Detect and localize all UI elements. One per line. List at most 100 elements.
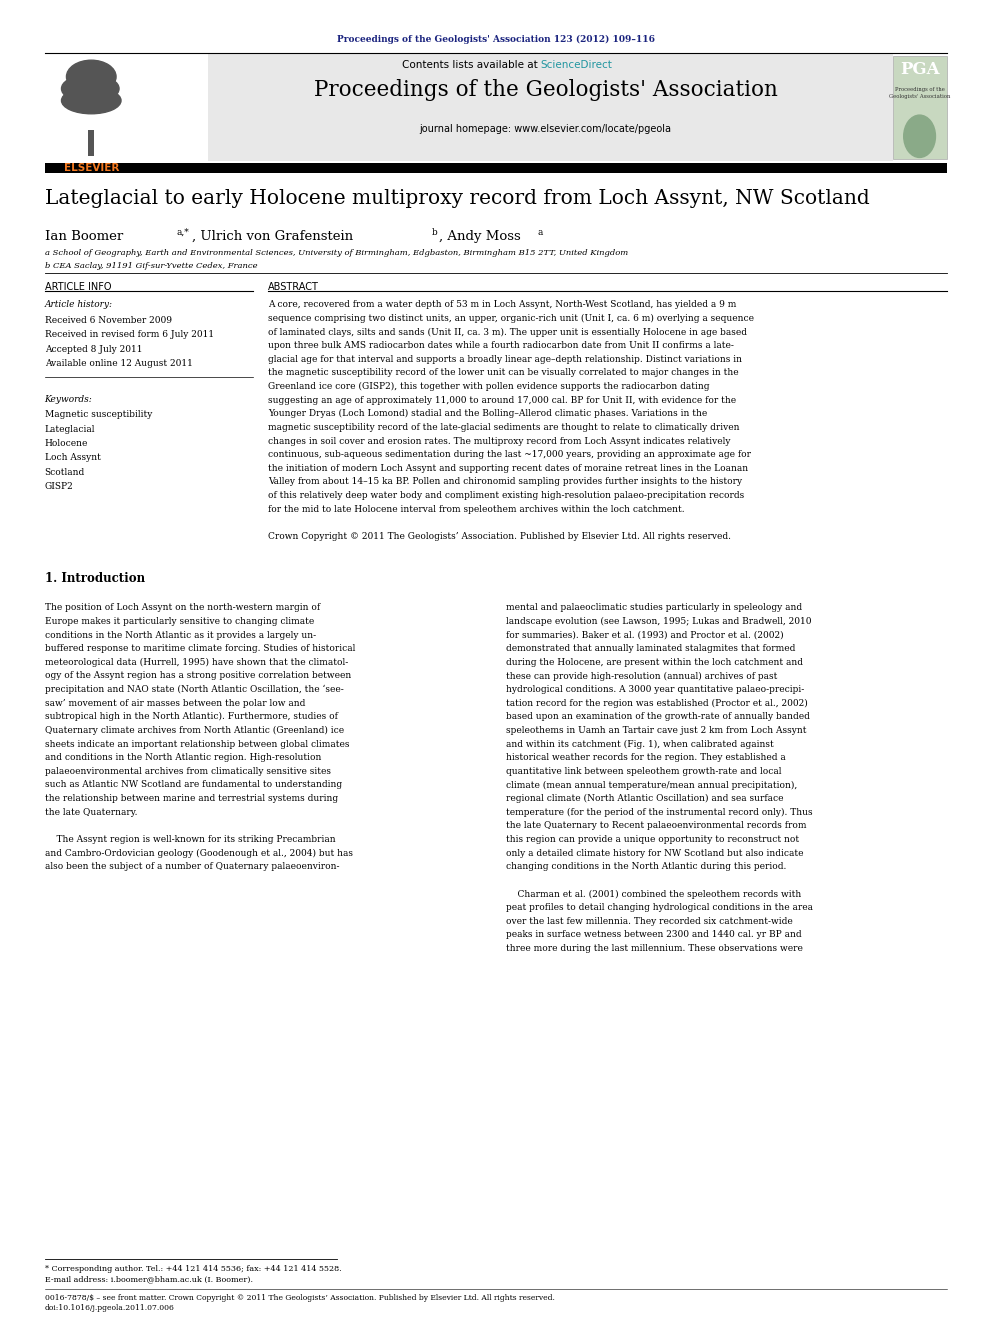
Text: magnetic susceptibility record of the late-glacial sediments are thought to rela: magnetic susceptibility record of the la… — [268, 423, 739, 433]
Text: changes in soil cover and erosion rates. The multiproxy record from Loch Assynt : changes in soil cover and erosion rates.… — [268, 437, 730, 446]
Text: subtropical high in the North Atlantic). Furthermore, studies of: subtropical high in the North Atlantic).… — [45, 712, 337, 721]
Text: Holocene: Holocene — [45, 439, 88, 448]
Text: regional climate (North Atlantic Oscillation) and sea surface: regional climate (North Atlantic Oscilla… — [506, 794, 784, 803]
Text: tation record for the region was established (Proctor et al., 2002): tation record for the region was establi… — [506, 699, 807, 708]
Bar — [893, 56, 947, 159]
Text: climate (mean annual temperature/mean annual precipitation),: climate (mean annual temperature/mean an… — [506, 781, 798, 790]
Text: Charman et al. (2001) combined the speleothem records with: Charman et al. (2001) combined the spele… — [506, 889, 802, 898]
Text: three more during the last millennium. These observations were: three more during the last millennium. T… — [506, 943, 803, 953]
Text: meteorological data (Hurrell, 1995) have shown that the climatol-: meteorological data (Hurrell, 1995) have… — [45, 658, 348, 667]
Text: these can provide high-resolution (annual) archives of past: these can provide high-resolution (annua… — [506, 671, 778, 680]
Text: palaeoenvironmental archives from climatically sensitive sites: palaeoenvironmental archives from climat… — [45, 767, 330, 775]
Text: ELSEVIER: ELSEVIER — [63, 163, 119, 173]
Text: the relationship between marine and terrestrial systems during: the relationship between marine and terr… — [45, 794, 337, 803]
Text: b CEA Saclay, 91191 Gif-sur-Yvette Cedex, France: b CEA Saclay, 91191 Gif-sur-Yvette Cedex… — [45, 262, 257, 270]
Text: Received in revised form 6 July 2011: Received in revised form 6 July 2011 — [45, 331, 213, 340]
Bar — [45, 53, 206, 161]
Text: saw’ movement of air masses between the polar low and: saw’ movement of air masses between the … — [45, 699, 305, 708]
Text: this region can provide a unique opportunity to reconstruct not: this region can provide a unique opportu… — [506, 835, 799, 844]
Text: sheets indicate an important relationship between global climates: sheets indicate an important relationshi… — [45, 740, 349, 749]
Text: peat profiles to detail changing hydrological conditions in the area: peat profiles to detail changing hydrolo… — [506, 904, 812, 912]
Text: , Ulrich von Grafenstein: , Ulrich von Grafenstein — [192, 230, 353, 243]
Text: E-mail address: i.boomer@bham.ac.uk (I. Boomer).: E-mail address: i.boomer@bham.ac.uk (I. … — [45, 1275, 253, 1283]
Text: Lateglacial: Lateglacial — [45, 425, 95, 434]
Ellipse shape — [62, 77, 101, 101]
Text: Proceedings of the Geologists' Association 123 (2012) 109–116: Proceedings of the Geologists' Associati… — [337, 34, 655, 44]
Text: journal homepage: www.elsevier.com/locate/pgeola: journal homepage: www.elsevier.com/locat… — [420, 124, 672, 135]
Text: of laminated clays, silts and sands (Unit II, ca. 3 m). The upper unit is essent: of laminated clays, silts and sands (Uni… — [268, 328, 747, 336]
Text: Contents lists available at: Contents lists available at — [402, 60, 541, 70]
Text: b: b — [432, 228, 437, 237]
Text: a,*: a,* — [177, 228, 189, 237]
Text: precipitation and NAO state (North Atlantic Oscillation, the ‘see-: precipitation and NAO state (North Atlan… — [45, 685, 343, 695]
Text: peaks in surface wetness between 2300 and 1440 cal. yr BP and: peaks in surface wetness between 2300 an… — [506, 930, 802, 939]
Text: Lateglacial to early Holocene multiproxy record from Loch Assynt, NW Scotland: Lateglacial to early Holocene multiproxy… — [45, 189, 869, 208]
Text: PGA: PGA — [900, 61, 939, 78]
Text: hydrological conditions. A 3000 year quantitative palaeo-precipi-: hydrological conditions. A 3000 year qua… — [506, 685, 805, 695]
Text: GISP2: GISP2 — [45, 482, 73, 491]
Text: mental and palaeoclimatic studies particularly in speleology and: mental and palaeoclimatic studies partic… — [506, 603, 803, 613]
Text: Greenland ice core (GISP2), this together with pollen evidence supports the radi: Greenland ice core (GISP2), this togethe… — [268, 382, 709, 392]
Text: also been the subject of a number of Quaternary palaeoenviron-: also been the subject of a number of Qua… — [45, 863, 339, 872]
Text: and within its catchment (Fig. 1), when calibrated against: and within its catchment (Fig. 1), when … — [506, 740, 774, 749]
Text: 0016-7878/$ – see front matter. Crown Copyright © 2011 The Geologists’ Associati: 0016-7878/$ – see front matter. Crown Co… — [45, 1294, 555, 1302]
Text: during the Holocene, are present within the loch catchment and: during the Holocene, are present within … — [506, 658, 803, 667]
Text: and Cambro-Ordovician geology (Goodenough et al., 2004) but has: and Cambro-Ordovician geology (Goodenoug… — [45, 848, 352, 857]
Text: Ian Boomer: Ian Boomer — [45, 230, 123, 243]
Text: continuous, sub-aqueous sedimentation during the last ~17,000 years, providing a: continuous, sub-aqueous sedimentation du… — [268, 450, 751, 459]
Text: Valley from about 14–15 ka BP. Pollen and chironomid sampling provides further i: Valley from about 14–15 ka BP. Pollen an… — [268, 478, 742, 487]
Text: a: a — [538, 228, 543, 237]
Bar — [88, 130, 94, 156]
Text: ScienceDirect: ScienceDirect — [541, 60, 612, 70]
Text: ogy of the Assynt region has a strong positive correlation between: ogy of the Assynt region has a strong po… — [45, 671, 351, 680]
Text: Europe makes it particularly sensitive to changing climate: Europe makes it particularly sensitive t… — [45, 617, 313, 626]
Text: and conditions in the North Atlantic region. High-resolution: and conditions in the North Atlantic reg… — [45, 753, 321, 762]
Text: Quaternary climate archives from North Atlantic (Greenland) ice: Quaternary climate archives from North A… — [45, 726, 344, 736]
Text: of this relatively deep water body and compliment existing high-resolution palae: of this relatively deep water body and c… — [268, 491, 744, 500]
Text: Younger Dryas (Loch Lomond) stadial and the Bolling–Allerod climatic phases. Var: Younger Dryas (Loch Lomond) stadial and … — [268, 409, 707, 418]
Text: upon three bulk AMS radiocarbon dates while a fourth radiocarbon date from Unit : upon three bulk AMS radiocarbon dates wh… — [268, 341, 734, 351]
Ellipse shape — [62, 87, 121, 114]
Ellipse shape — [79, 77, 119, 101]
Text: the magnetic susceptibility record of the lower unit can be visually correlated : the magnetic susceptibility record of th… — [268, 368, 738, 377]
Text: the late Quaternary to Recent palaeoenvironmental records from: the late Quaternary to Recent palaeoenvi… — [506, 822, 806, 831]
Text: Proceedings of the Geologists' Association: Proceedings of the Geologists' Associati… — [313, 79, 778, 102]
Text: The position of Loch Assynt on the north-western margin of: The position of Loch Assynt on the north… — [45, 603, 319, 613]
Text: glacial age for that interval and supports a broadly linear age–depth relationsh: glacial age for that interval and suppor… — [268, 355, 742, 364]
Text: buffered response to maritime climate forcing. Studies of historical: buffered response to maritime climate fo… — [45, 644, 355, 654]
Text: demonstrated that annually laminated stalagmites that formed: demonstrated that annually laminated sta… — [506, 644, 796, 654]
Bar — [45, 163, 947, 173]
Text: ARTICLE INFO: ARTICLE INFO — [45, 282, 111, 292]
Text: speleothems in Uamh an Tartair cave just 2 km from Loch Assynt: speleothems in Uamh an Tartair cave just… — [506, 726, 806, 736]
Text: The Assynt region is well-known for its striking Precambrian: The Assynt region is well-known for its … — [45, 835, 335, 844]
Text: Loch Assynt: Loch Assynt — [45, 454, 100, 462]
Text: , Andy Moss: , Andy Moss — [439, 230, 521, 243]
Text: sequence comprising two distinct units, an upper, organic-rich unit (Unit I, ca.: sequence comprising two distinct units, … — [268, 314, 754, 323]
Text: for the mid to late Holocene interval from speleothem archives within the loch c: for the mid to late Holocene interval fr… — [268, 504, 684, 513]
Text: the late Quaternary.: the late Quaternary. — [45, 807, 137, 816]
Text: Scotland: Scotland — [45, 467, 85, 476]
Text: for summaries). Baker et al. (1993) and Proctor et al. (2002): for summaries). Baker et al. (1993) and … — [506, 631, 784, 639]
Text: suggesting an age of approximately 11,000 to around 17,000 cal. BP for Unit II, : suggesting an age of approximately 11,00… — [268, 396, 736, 405]
Text: conditions in the North Atlantic as it provides a largely un-: conditions in the North Atlantic as it p… — [45, 631, 315, 639]
Text: Article history:: Article history: — [45, 300, 113, 310]
Text: 1. Introduction: 1. Introduction — [45, 572, 145, 585]
Text: Magnetic susceptibility: Magnetic susceptibility — [45, 410, 152, 419]
Text: * Corresponding author. Tel.: +44 121 414 5536; fax: +44 121 414 5528.: * Corresponding author. Tel.: +44 121 41… — [45, 1265, 341, 1273]
Text: A core, recovered from a water depth of 53 m in Loch Assynt, North-West Scotland: A core, recovered from a water depth of … — [268, 300, 736, 310]
Text: changing conditions in the North Atlantic during this period.: changing conditions in the North Atlanti… — [506, 863, 787, 872]
Ellipse shape — [66, 61, 116, 93]
Text: ABSTRACT: ABSTRACT — [268, 282, 318, 292]
Text: only a detailed climate history for NW Scotland but also indicate: only a detailed climate history for NW S… — [506, 848, 804, 857]
Text: landscape evolution (see Lawson, 1995; Lukas and Bradwell, 2010: landscape evolution (see Lawson, 1995; L… — [506, 617, 811, 626]
Text: the initiation of modern Loch Assynt and supporting recent dates of moraine retr: the initiation of modern Loch Assynt and… — [268, 464, 748, 472]
Text: Crown Copyright © 2011 The Geologists’ Association. Published by Elsevier Ltd. A: Crown Copyright © 2011 The Geologists’ A… — [268, 532, 731, 541]
Text: Proceedings of the
Geologists' Association: Proceedings of the Geologists' Associati… — [889, 87, 950, 99]
Text: a School of Geography, Earth and Environmental Sciences, University of Birmingha: a School of Geography, Earth and Environ… — [45, 249, 628, 257]
Text: Available online 12 August 2011: Available online 12 August 2011 — [45, 359, 192, 368]
Circle shape — [904, 115, 935, 157]
Bar — [208, 53, 893, 161]
Text: historical weather records for the region. They established a: historical weather records for the regio… — [506, 753, 786, 762]
Text: over the last few millennia. They recorded six catchment-wide: over the last few millennia. They record… — [506, 917, 793, 926]
Text: Accepted 8 July 2011: Accepted 8 July 2011 — [45, 345, 142, 353]
